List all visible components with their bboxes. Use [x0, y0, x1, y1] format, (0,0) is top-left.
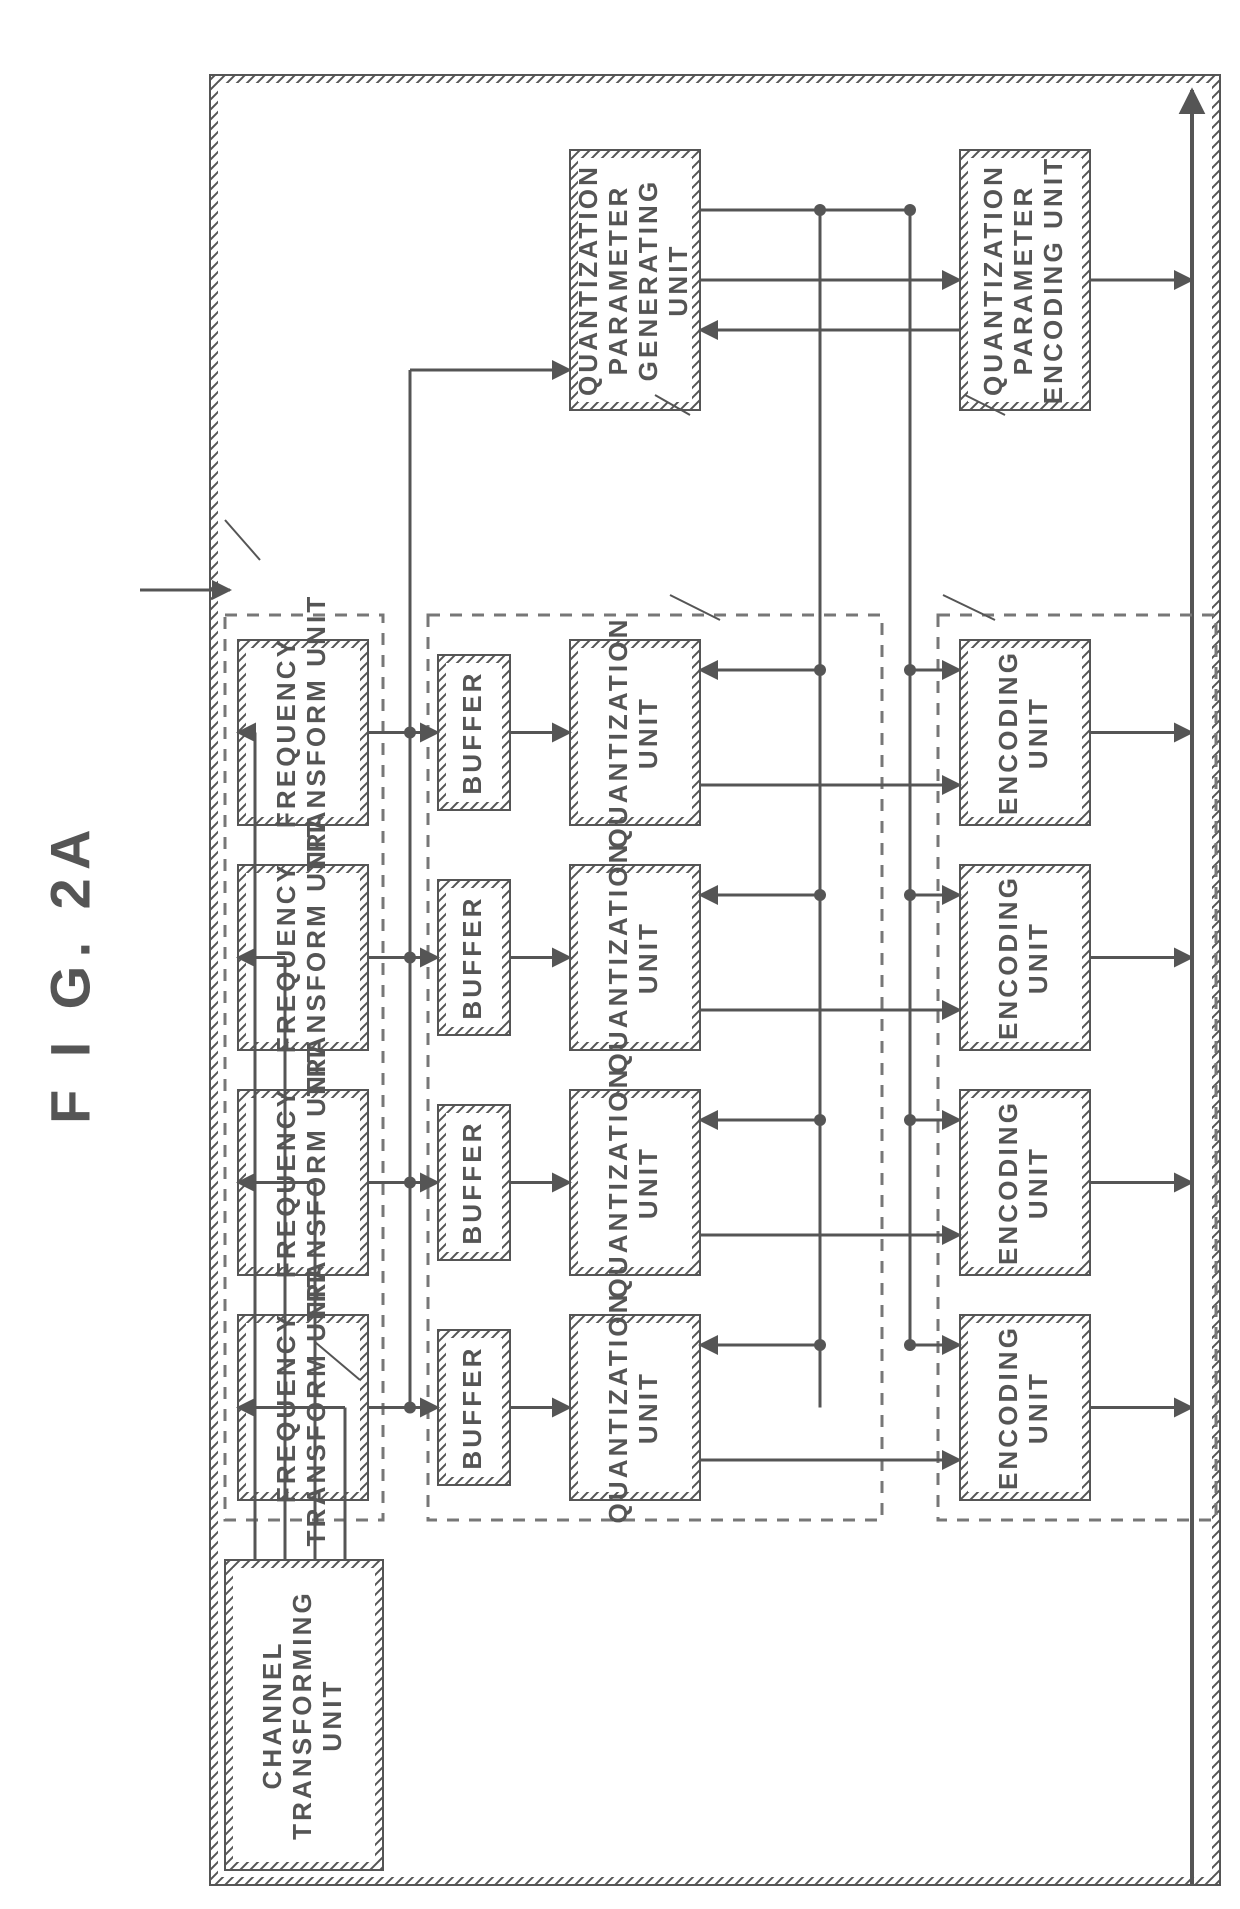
svg-text:PARAMETER: PARAMETER [603, 185, 633, 376]
svg-text:TRANSFORMING: TRANSFORMING [287, 1590, 317, 1840]
svg-text:CHANNEL: CHANNEL [257, 1641, 287, 1790]
svg-text:UNIT: UNIT [663, 243, 693, 316]
svg-text:BUFFER: BUFFER [457, 670, 487, 794]
svg-text:QUANTIZATION: QUANTIZATION [573, 164, 603, 396]
page: F I G. 2A 103E 201 202 203 204 205 206 C… [0, 0, 1240, 1909]
svg-text:UNIT: UNIT [633, 696, 663, 769]
svg-text:UNIT: UNIT [633, 921, 663, 994]
svg-text:QUANTIZATION: QUANTIZATION [603, 1292, 633, 1524]
buf3-label: BUFFER [457, 1345, 487, 1469]
svg-text:GENERATING: GENERATING [633, 179, 663, 382]
buf1-label: BUFFER [457, 895, 487, 1019]
svg-text:UNIT: UNIT [1023, 1146, 1053, 1219]
diagram-svg: CHANNELTRANSFORMINGUNITFREQUENCYTRANSFOR… [0, 0, 1240, 1909]
svg-text:ENCODING: ENCODING [993, 1100, 1023, 1265]
svg-text:UNIT: UNIT [633, 1146, 663, 1219]
svg-text:ENCODING: ENCODING [993, 1325, 1023, 1490]
svg-text:QUANTIZATION: QUANTIZATION [603, 1067, 633, 1299]
svg-text:ENCODING: ENCODING [993, 650, 1023, 815]
svg-text:FREQUENCY: FREQUENCY [271, 637, 301, 828]
svg-text:UNIT: UNIT [1023, 696, 1053, 769]
svg-text:UNIT: UNIT [1023, 1371, 1053, 1444]
svg-text:BUFFER: BUFFER [457, 1345, 487, 1469]
svg-text:ENCODING UNIT: ENCODING UNIT [1038, 156, 1068, 405]
svg-text:ENCODING: ENCODING [993, 875, 1023, 1040]
svg-text:UNIT: UNIT [1023, 921, 1053, 994]
svg-text:BUFFER: BUFFER [457, 895, 487, 1019]
svg-text:BUFFER: BUFFER [457, 1120, 487, 1244]
svg-text:QUANTIZATION: QUANTIZATION [603, 842, 633, 1074]
svg-text:PARAMETER: PARAMETER [1008, 185, 1038, 376]
svg-text:UNIT: UNIT [633, 1371, 663, 1444]
svg-text:QUANTIZATION: QUANTIZATION [978, 164, 1008, 396]
buf0-label: BUFFER [457, 670, 487, 794]
svg-text:UNIT: UNIT [317, 1678, 347, 1751]
svg-text:QUANTIZATION: QUANTIZATION [603, 617, 633, 849]
buf2-label: BUFFER [457, 1120, 487, 1244]
qpe-label: QUANTIZATIONPARAMETERENCODING UNIT [978, 156, 1068, 405]
